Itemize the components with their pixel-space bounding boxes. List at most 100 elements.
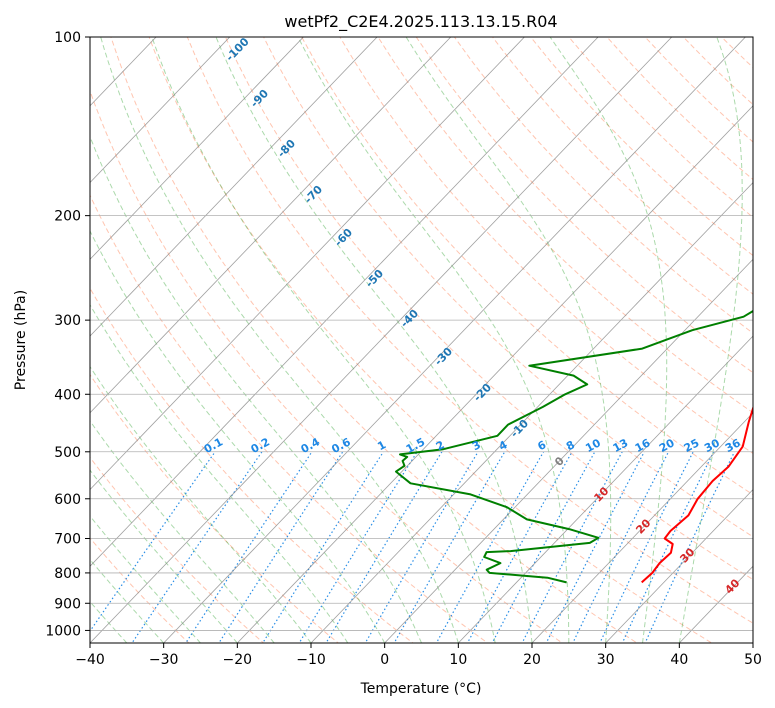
mixing-ratio-lines <box>90 451 736 643</box>
mixing-ratio-line <box>185 451 313 643</box>
isotherm-label: -20 <box>471 381 494 405</box>
isotherm-line <box>90 37 599 567</box>
x-tick-label: −30 <box>149 652 179 668</box>
mixing-ratio-label: 16 <box>633 436 653 455</box>
isotherm-line <box>605 488 753 643</box>
x-tick-label: 0 <box>380 652 389 668</box>
chart-title: wetPf2_C2E4.2025.113.13.15.R04 <box>284 12 557 32</box>
mixing-ratio-line <box>466 451 573 643</box>
mixing-ratio-line <box>621 451 715 643</box>
dry-adiabat-line <box>682 37 753 106</box>
isotherm-line <box>310 182 753 643</box>
dry-adiabat-line <box>90 89 564 643</box>
isotherm-label: 30 <box>677 545 697 565</box>
isotherm-line <box>236 105 753 643</box>
x-tick-label: −20 <box>223 652 253 668</box>
temperature-line <box>641 405 753 584</box>
dry-adiabat-line <box>90 456 265 643</box>
mixing-ratio-label: 25 <box>682 436 702 455</box>
moist-adiabat-line <box>90 469 238 643</box>
dry-adiabat-line <box>453 37 753 334</box>
x-tick-label: 40 <box>670 652 688 668</box>
isotherm-label: 40 <box>722 576 742 596</box>
mixing-ratio-labels: 0.1 0.2 0.4 0.6 1 1.5 2 3 4 6 8 10 13 16 20 25 30 36 <box>202 435 743 456</box>
profile-series <box>395 309 753 584</box>
mixing-ratio-label: 0.2 <box>249 435 272 456</box>
mixing-ratio-label: 0.6 <box>329 435 353 456</box>
y-tick-label: 900 <box>54 596 81 612</box>
mixing-ratio-label: 20 <box>657 436 677 455</box>
mixing-ratio-label: 6 <box>535 438 548 453</box>
isotherm-line <box>752 642 753 643</box>
dry-adiabat-line <box>90 373 340 643</box>
x-tick-label: −40 <box>75 652 105 668</box>
y-axis-label: Pressure (hPa) <box>13 290 29 390</box>
x-tick-label: 20 <box>523 652 541 668</box>
y-axis-ticks: 100 200 300 400 500 600 700 800 900 1000 <box>45 30 90 639</box>
isotherm-line <box>163 37 746 643</box>
dry-adiabat-line <box>263 37 753 538</box>
moist-adiabat-line <box>297 37 570 643</box>
isotherm-line <box>531 412 753 643</box>
moist-adiabat-line <box>215 37 533 643</box>
x-tick-label: 50 <box>744 652 762 668</box>
isotherm-line <box>90 37 452 414</box>
moist-adiabat-line <box>549 37 668 643</box>
dry-adiabat-line <box>530 37 753 257</box>
isotherm-line <box>90 37 304 260</box>
x-axis-label: Temperature (°C) <box>360 681 482 697</box>
dry-adiabat-line <box>301 37 753 496</box>
mixing-ratio-label: 1 <box>375 438 388 453</box>
mixing-ratio-label: 8 <box>564 438 577 453</box>
dry-adiabat-line <box>90 287 414 643</box>
y-tick-label: 200 <box>54 209 81 225</box>
dry-adiabat-line <box>568 37 753 218</box>
dry-adiabat-line <box>377 37 753 414</box>
dry-adiabat-line <box>769 10 775 655</box>
moist-adiabat-line <box>90 135 422 643</box>
y-tick-label: 300 <box>54 313 81 329</box>
y-tick-label: 700 <box>54 532 81 548</box>
dry-adiabat-line <box>224 37 753 581</box>
mixing-ratio-line <box>131 451 263 643</box>
isotherm-label: -50 <box>363 267 386 291</box>
mixing-ratio-line <box>521 451 623 643</box>
isotherm-line <box>384 258 753 643</box>
isotherm-label: -60 <box>332 226 355 250</box>
mixing-ratio-line <box>262 451 384 643</box>
dry-adiabat-line <box>148 37 713 643</box>
moist-adiabat-line <box>90 420 275 643</box>
moist-adiabat-line <box>100 37 459 643</box>
mixing-ratio-label: 30 <box>702 436 722 455</box>
moist-adiabat-line <box>151 37 496 643</box>
moist-adiabat-line <box>90 365 312 643</box>
dry-adiabat-line <box>110 37 638 643</box>
dry-adiabats <box>90 10 775 655</box>
moist-adiabat-line <box>90 515 201 643</box>
dry-adiabat-line <box>90 194 489 643</box>
dry-adiabat-line <box>415 37 753 374</box>
y-tick-label: 800 <box>54 566 81 582</box>
plot-frame <box>89 36 754 644</box>
dry-adiabat-line <box>720 37 753 69</box>
isotherm-label: -10 <box>508 417 531 441</box>
mixing-ratio-line <box>393 451 506 643</box>
pressure-gridlines <box>90 37 753 631</box>
isotherm-line <box>90 37 231 184</box>
mixing-ratio-line <box>364 451 479 643</box>
y-tick-label: 100 <box>54 30 81 46</box>
dry-adiabat-line <box>732 10 775 655</box>
mixing-ratio-label: 0.1 <box>202 435 225 456</box>
y-tick-label: 500 <box>54 445 81 461</box>
isotherm-line <box>90 37 525 491</box>
dry-adiabat-line <box>186 37 753 624</box>
mixing-ratio-line <box>298 451 418 643</box>
moist-adiabat-line <box>90 229 386 643</box>
x-tick-label: 30 <box>597 652 615 668</box>
y-tick-label: 1000 <box>45 623 81 639</box>
isotherm-line <box>457 335 753 643</box>
mixing-ratio-line <box>491 451 596 643</box>
isotherm-label: -30 <box>432 345 455 369</box>
plot-area: -100-90-80-70-60-50-40-30-20-10010203040… <box>90 10 775 655</box>
